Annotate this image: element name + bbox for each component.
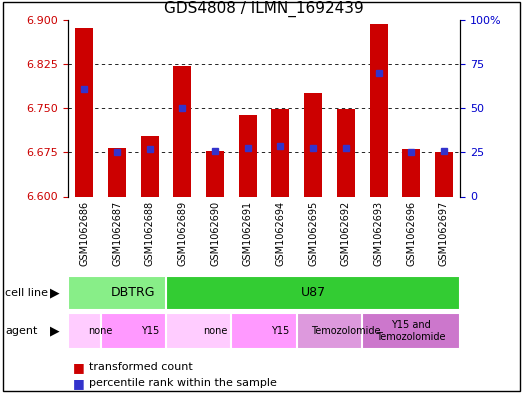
Text: none: none [88, 326, 113, 336]
Bar [402, 149, 420, 196]
Text: ▶: ▶ [50, 325, 60, 338]
Bar [166, 313, 264, 349]
Text: GSM1062697: GSM1062697 [439, 201, 449, 266]
Bar [141, 136, 158, 196]
Bar [337, 109, 355, 196]
Text: GSM1062695: GSM1062695 [308, 201, 318, 266]
Bar [297, 313, 395, 349]
Text: Y15 and
Temozolomide: Y15 and Temozolomide [377, 320, 446, 342]
Text: DBTRG: DBTRG [111, 286, 156, 299]
Bar [206, 151, 224, 196]
Text: Y15: Y15 [141, 326, 159, 336]
Bar [174, 66, 191, 196]
Text: transformed count: transformed count [89, 362, 192, 373]
Text: GSM1062691: GSM1062691 [243, 201, 253, 266]
Text: GSM1062692: GSM1062692 [341, 201, 351, 266]
Bar [231, 313, 329, 349]
Bar [370, 24, 388, 196]
Bar [239, 115, 257, 196]
Text: ■: ■ [73, 361, 85, 374]
Bar [68, 313, 133, 349]
Text: GSM1062687: GSM1062687 [112, 201, 122, 266]
Text: GSM1062694: GSM1062694 [276, 201, 286, 266]
Text: GSM1062690: GSM1062690 [210, 201, 220, 266]
Text: Y15: Y15 [271, 326, 290, 336]
Bar [304, 93, 322, 196]
Text: agent: agent [5, 326, 38, 336]
Text: Temozolomide: Temozolomide [311, 326, 381, 336]
Bar [68, 276, 199, 310]
Bar [362, 313, 460, 349]
Bar [108, 147, 126, 196]
Bar [100, 313, 199, 349]
Text: U87: U87 [301, 286, 326, 299]
Text: GSM1062688: GSM1062688 [145, 201, 155, 266]
Bar [75, 28, 93, 196]
Bar [166, 276, 460, 310]
Text: GSM1062686: GSM1062686 [79, 201, 89, 266]
Text: none: none [203, 326, 228, 336]
Text: GSM1062689: GSM1062689 [177, 201, 187, 266]
Text: cell line: cell line [5, 288, 48, 298]
Bar [435, 152, 453, 196]
Text: GSM1062696: GSM1062696 [406, 201, 416, 266]
Text: GSM1062693: GSM1062693 [373, 201, 383, 266]
Title: GDS4808 / ILMN_1692439: GDS4808 / ILMN_1692439 [164, 1, 364, 17]
Text: ▶: ▶ [50, 286, 60, 299]
Text: ■: ■ [73, 376, 85, 390]
Text: percentile rank within the sample: percentile rank within the sample [89, 378, 277, 388]
Bar [271, 109, 289, 196]
